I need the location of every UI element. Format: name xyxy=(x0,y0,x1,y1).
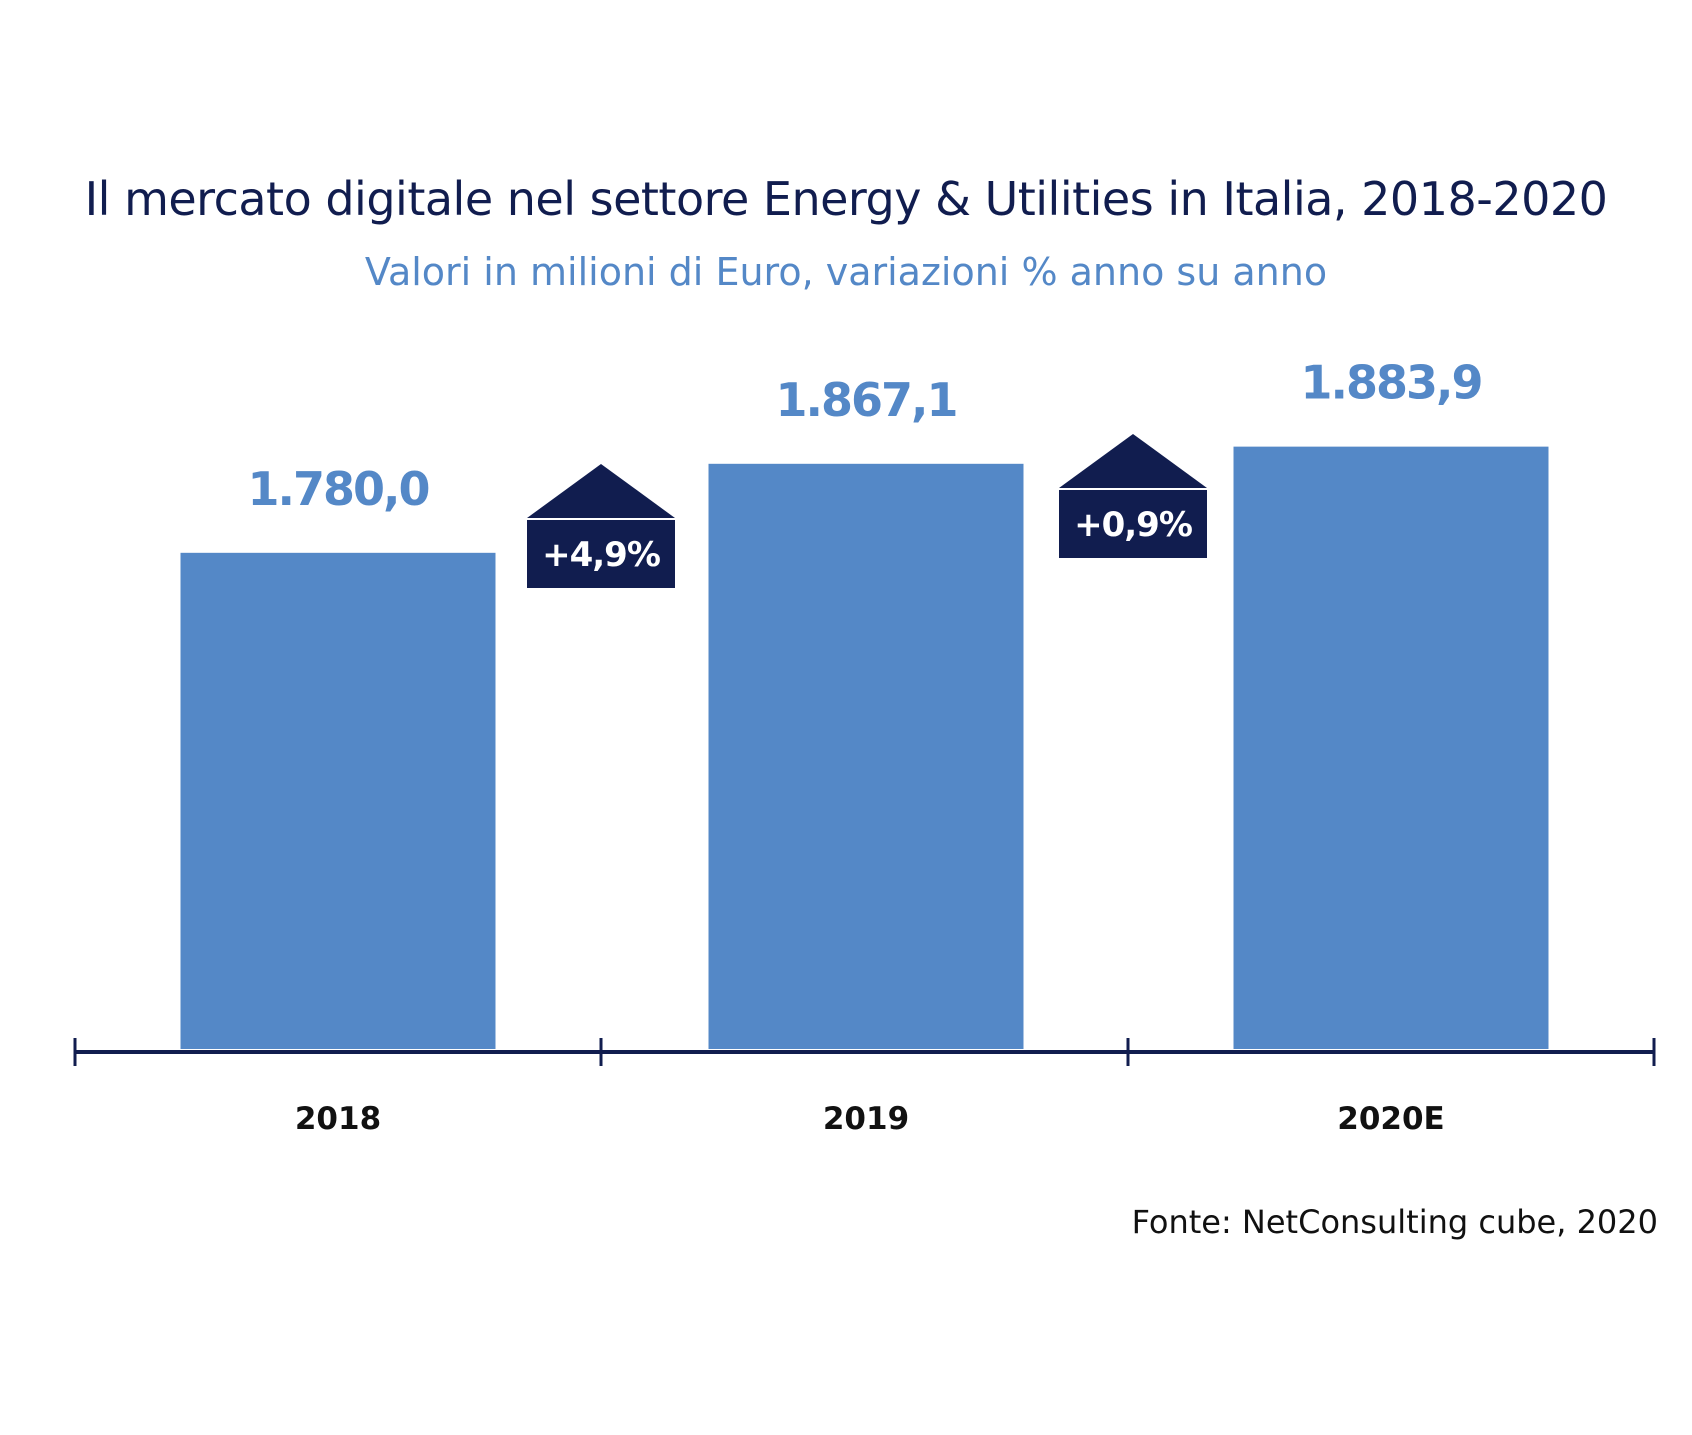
bar-2018 xyxy=(180,552,496,1049)
chart-subtitle: Valori in milioni di Euro, variazioni % … xyxy=(364,250,1328,294)
bar-2020E xyxy=(1233,446,1549,1050)
value-label: 1.883,9 xyxy=(1301,356,1482,410)
growth-label: +0,9% xyxy=(1074,505,1192,545)
x-tick-label: 2018 xyxy=(295,1101,381,1137)
x-tick-label: 2020E xyxy=(1337,1101,1444,1137)
source-note: Fonte: NetConsulting cube, 2020 xyxy=(1131,1203,1658,1241)
bar-2019 xyxy=(708,463,1024,1049)
growth-arrow-icon xyxy=(527,464,675,518)
x-tick-label: 2019 xyxy=(823,1101,909,1137)
value-label: 1.867,1 xyxy=(776,373,957,427)
chart-title: Il mercato digitale nel settore Energy &… xyxy=(84,172,1608,226)
value-label: 1.780,0 xyxy=(248,462,429,516)
growth-badge xyxy=(527,520,675,588)
growth-arrow-icon xyxy=(1059,434,1207,488)
growth-badge xyxy=(1059,490,1207,558)
growth-label: +4,9% xyxy=(542,535,660,575)
